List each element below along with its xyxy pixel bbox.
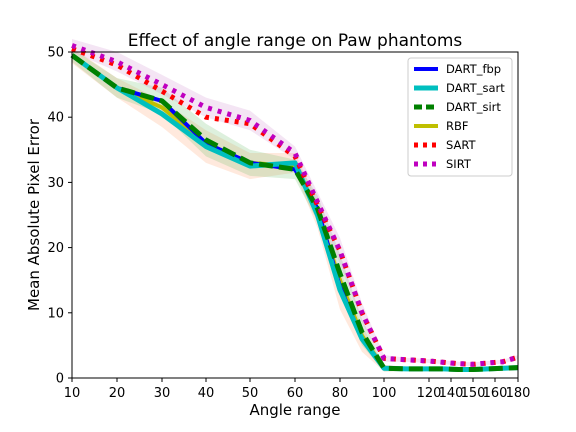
y-tick-label: 0 — [56, 372, 64, 387]
legend-label-sart: SART — [446, 138, 477, 152]
y-tick-label: 30 — [47, 176, 64, 191]
x-axis-label: Angle range — [249, 401, 340, 419]
y-tick-label: 40 — [47, 111, 64, 126]
x-tick-label: 30 — [154, 386, 171, 401]
x-tick-label: 180 — [506, 386, 531, 401]
y-tick-label: 20 — [47, 241, 64, 256]
x-tick-label: 150 — [461, 386, 486, 401]
y-axis-label: Mean Absolute Pixel Error — [25, 118, 43, 311]
y-tick-label: 50 — [47, 46, 64, 61]
x-tick-label: 50 — [242, 386, 259, 401]
y-axis-ticks: 0 10 20 30 40 50 — [47, 46, 72, 387]
legend-label-sirt: SIRT — [446, 157, 472, 171]
legend-label-dart_sart: DART_sart — [446, 81, 505, 95]
x-tick-label: 80 — [332, 386, 349, 401]
chart-title: Effect of angle range on Paw phantoms — [128, 31, 463, 51]
legend: DART_fbp DART_sart DART_sirt RBF SART SIRT — [407, 57, 513, 177]
x-tick-label: 40 — [198, 386, 215, 401]
x-tick-label: 140 — [439, 386, 464, 401]
x-tick-label: 100 — [372, 386, 397, 401]
legend-label-dart_sirt: DART_sirt — [446, 100, 501, 114]
series-lines — [70, 43, 519, 373]
x-tick-label: 60 — [287, 386, 304, 401]
series-line-dart_sirt — [70, 53, 519, 373]
y-tick-label: 10 — [47, 306, 64, 321]
legend-label-rbf: RBF — [446, 119, 469, 133]
x-tick-label: 160 — [483, 386, 508, 401]
x-tick-label: 120 — [417, 386, 442, 401]
series-line-sart — [71, 46, 519, 367]
legend-label-dart_fbp: DART_fbp — [446, 62, 501, 76]
x-tick-label: 10 — [64, 386, 81, 401]
x-tick-label: 20 — [109, 386, 126, 401]
